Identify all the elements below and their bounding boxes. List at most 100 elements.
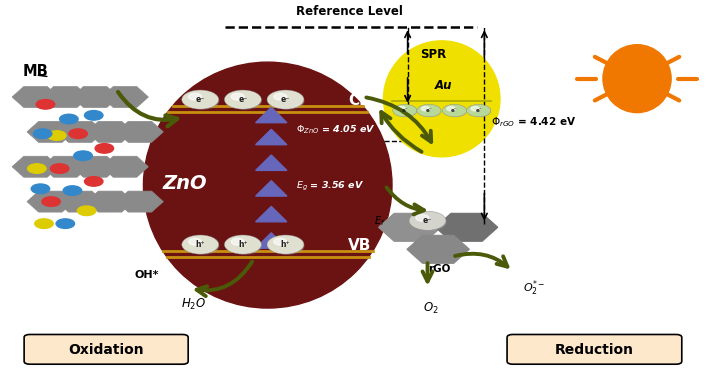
Circle shape <box>95 144 113 153</box>
Text: $H_2O$: $H_2O$ <box>180 297 206 312</box>
Circle shape <box>84 111 103 120</box>
Ellipse shape <box>384 41 500 157</box>
Text: $E_g$ = 3.56 eV: $E_g$ = 3.56 eV <box>296 180 364 194</box>
Polygon shape <box>116 121 163 142</box>
Polygon shape <box>436 213 498 241</box>
Text: VB: VB <box>349 238 371 253</box>
Ellipse shape <box>603 45 671 112</box>
Polygon shape <box>101 87 148 108</box>
Circle shape <box>189 238 202 245</box>
Circle shape <box>397 107 406 111</box>
Text: Au: Au <box>434 80 452 92</box>
Circle shape <box>69 129 87 138</box>
Text: h⁺: h⁺ <box>238 240 247 249</box>
Text: MB: MB <box>23 64 48 79</box>
Circle shape <box>471 107 480 111</box>
Text: e⁻: e⁻ <box>401 108 408 113</box>
Text: OH*: OH* <box>135 270 159 280</box>
Circle shape <box>48 131 66 140</box>
Text: e⁻: e⁻ <box>476 108 482 113</box>
Circle shape <box>189 93 202 100</box>
Text: e⁻: e⁻ <box>238 95 247 104</box>
Polygon shape <box>379 213 441 241</box>
FancyBboxPatch shape <box>507 334 682 364</box>
FancyBboxPatch shape <box>24 334 188 364</box>
Circle shape <box>267 90 304 109</box>
Polygon shape <box>27 191 74 212</box>
Polygon shape <box>42 87 88 108</box>
Circle shape <box>74 151 92 161</box>
Text: Reduction: Reduction <box>555 343 634 357</box>
Circle shape <box>274 93 287 100</box>
Text: Reference Level: Reference Level <box>296 5 403 18</box>
Polygon shape <box>101 156 148 177</box>
Polygon shape <box>256 181 287 196</box>
Circle shape <box>443 104 466 117</box>
Text: e⁻: e⁻ <box>423 216 432 225</box>
Text: e⁻: e⁻ <box>281 95 290 104</box>
Polygon shape <box>72 87 118 108</box>
Circle shape <box>470 106 491 117</box>
Text: e⁻: e⁻ <box>426 108 432 113</box>
Circle shape <box>230 238 262 254</box>
Polygon shape <box>86 121 133 142</box>
Polygon shape <box>72 156 118 177</box>
Circle shape <box>231 238 244 245</box>
Polygon shape <box>86 191 133 212</box>
Text: ZnO: ZnO <box>163 174 207 193</box>
Circle shape <box>274 238 287 245</box>
Polygon shape <box>256 107 287 123</box>
Text: SPR: SPR <box>421 48 446 61</box>
Circle shape <box>421 107 430 111</box>
Circle shape <box>34 129 52 138</box>
Text: $\Phi_{rGO}$ = 4.42 eV: $\Phi_{rGO}$ = 4.42 eV <box>491 115 577 129</box>
Text: CB: CB <box>349 93 371 108</box>
Text: $O_2$: $O_2$ <box>424 300 439 316</box>
Text: e⁻: e⁻ <box>451 108 458 113</box>
Polygon shape <box>12 87 59 108</box>
Circle shape <box>230 93 262 109</box>
Circle shape <box>182 90 219 109</box>
Circle shape <box>225 235 262 254</box>
Circle shape <box>84 176 103 186</box>
Circle shape <box>447 107 456 111</box>
Circle shape <box>35 219 53 228</box>
Polygon shape <box>407 235 469 263</box>
Polygon shape <box>256 233 287 248</box>
Circle shape <box>393 104 417 117</box>
Circle shape <box>60 114 78 124</box>
Circle shape <box>409 211 446 230</box>
Text: rGO: rGO <box>429 264 451 274</box>
Circle shape <box>36 100 55 109</box>
Polygon shape <box>256 129 287 145</box>
Circle shape <box>28 164 46 173</box>
Circle shape <box>466 104 491 117</box>
Text: e⁻: e⁻ <box>195 95 205 104</box>
Text: h⁺: h⁺ <box>281 240 290 249</box>
Polygon shape <box>42 156 88 177</box>
Circle shape <box>188 238 219 254</box>
Circle shape <box>78 206 96 216</box>
Circle shape <box>231 93 244 100</box>
Polygon shape <box>256 206 287 222</box>
Circle shape <box>417 104 441 117</box>
Circle shape <box>63 186 82 195</box>
Text: h⁺: h⁺ <box>195 240 205 249</box>
Polygon shape <box>57 121 103 142</box>
Circle shape <box>267 235 304 254</box>
Polygon shape <box>256 155 287 171</box>
Circle shape <box>416 215 429 221</box>
Circle shape <box>31 184 50 194</box>
Circle shape <box>272 93 304 109</box>
Circle shape <box>446 106 466 117</box>
Circle shape <box>272 238 304 254</box>
Circle shape <box>225 90 262 109</box>
Circle shape <box>182 235 219 254</box>
Circle shape <box>42 197 61 206</box>
Text: Oxidation: Oxidation <box>68 343 144 357</box>
Circle shape <box>396 106 417 117</box>
Ellipse shape <box>143 62 392 308</box>
Polygon shape <box>116 191 163 212</box>
Circle shape <box>421 106 441 117</box>
Circle shape <box>414 214 446 230</box>
